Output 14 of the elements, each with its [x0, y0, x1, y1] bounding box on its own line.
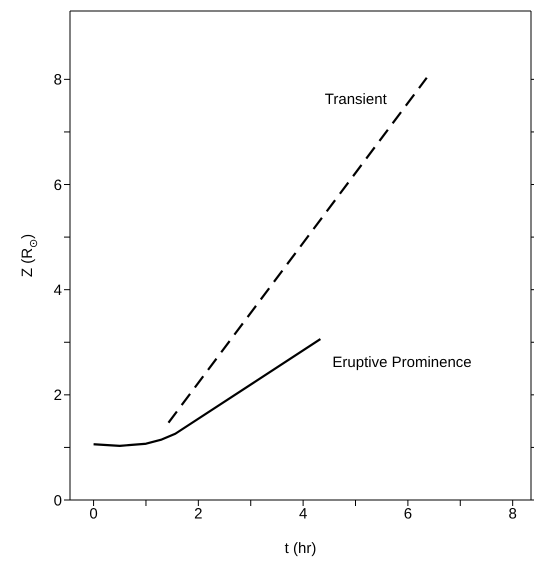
- y-tick-label: 2: [54, 387, 62, 404]
- x-tick-label: 6: [404, 506, 412, 523]
- y-tick-label: 6: [54, 176, 62, 194]
- series-label: Eruptive Prominence: [332, 354, 472, 372]
- y-tick-label: 8: [54, 72, 62, 89]
- y-tick-label: 4: [54, 282, 62, 299]
- line-series: [92, 338, 322, 447]
- x-axis-title: t (hr): [284, 540, 316, 557]
- x-tick-label: 0: [89, 506, 98, 523]
- series-label: Transient: [324, 90, 388, 108]
- x-tick-label: 8: [508, 506, 517, 523]
- y-tick-label: 0: [54, 492, 62, 510]
- x-tick-label: 4: [298, 506, 308, 523]
- x-tick-label: 2: [194, 506, 203, 523]
